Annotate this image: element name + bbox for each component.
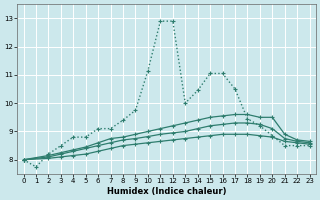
X-axis label: Humidex (Indice chaleur): Humidex (Indice chaleur) [107,187,226,196]
